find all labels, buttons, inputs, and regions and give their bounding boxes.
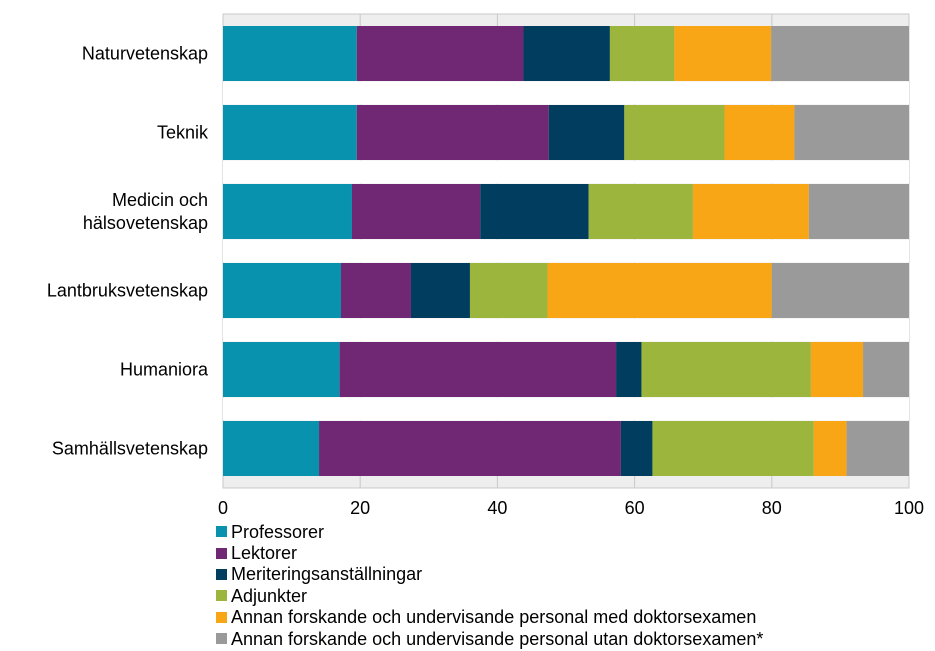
legend-swatch (216, 611, 227, 623)
x-tick-label: 40 (487, 498, 507, 518)
legend-item: Adjunkter (216, 585, 763, 606)
bar-segment (223, 421, 320, 476)
bar-segment (724, 105, 795, 160)
bar-segment (624, 105, 725, 160)
bar-segment (410, 263, 470, 318)
bar-segment (356, 26, 524, 81)
bar-segment (808, 184, 909, 239)
legend-item: Professorer (216, 521, 763, 542)
bar-segment (547, 263, 772, 318)
bar-segment (351, 184, 481, 239)
category-label: Naturvetenskap (82, 44, 208, 64)
bar-segment (794, 105, 909, 160)
category-label: Lantbruksvetenskap (47, 281, 208, 301)
bar-segment (771, 263, 909, 318)
bar-segment (771, 26, 909, 81)
legend-label: Meriteringsanställningar (231, 564, 423, 585)
bar-segment (548, 105, 625, 160)
legend-label: Professorer (231, 521, 325, 542)
bar-segment (588, 184, 693, 239)
x-tick-label: 60 (625, 498, 645, 518)
legend: Professorer Lektorer Meriteringsanställnin… (216, 521, 763, 649)
x-tick-label: 80 (762, 498, 782, 518)
category-labels: Naturvetenskap Teknik Medicin och hälsovete… (47, 44, 209, 459)
legend-swatch (216, 633, 227, 645)
legend-swatch (216, 568, 227, 580)
legend-swatch (216, 526, 227, 538)
bar-segment (846, 421, 909, 476)
bar-segment (523, 26, 610, 81)
legend-swatch (216, 590, 227, 602)
bar-segment (863, 342, 909, 397)
bar-segment (674, 26, 772, 81)
band-separator (223, 318, 909, 342)
legend-item: Meriteringsanställningar (216, 564, 763, 585)
x-tick-label: 20 (350, 498, 370, 518)
bar-segment (339, 342, 617, 397)
category-label: Medicin och (112, 190, 208, 210)
bar-segment (223, 263, 341, 318)
bar-segment (652, 421, 814, 476)
legend-swatch (216, 547, 227, 559)
category-bands (223, 81, 909, 421)
stacked-bar-chart: Naturvetenskap Teknik Medicin och hälsovete… (47, 13, 924, 518)
bar-segment (223, 184, 352, 239)
band-separator (223, 160, 909, 184)
band-separator (223, 397, 909, 421)
x-tick-labels: 0 20 40 60 80 100 (218, 498, 924, 518)
legend-item: Lektorer (216, 542, 763, 563)
bar-segment (469, 263, 548, 318)
bar-segment (692, 184, 809, 239)
legend-item: Annan forskande och undervisande persona… (216, 628, 763, 649)
legend-label: Lektorer (231, 543, 298, 564)
category-label: hälsovetenskap (83, 213, 208, 233)
bar-segment (641, 342, 811, 397)
band-separator (223, 81, 909, 105)
band-separator (223, 239, 909, 263)
bar-segment (616, 342, 642, 397)
bar-segment (223, 26, 357, 81)
x-tick-label: 0 (218, 498, 228, 518)
category-label: Teknik (157, 123, 209, 143)
legend-label: Annan forskande och undervisande persona… (231, 607, 757, 628)
bar-segment (340, 263, 411, 318)
bar-segment (810, 342, 864, 397)
legend-item: Annan forskande och undervisande persona… (216, 607, 763, 628)
legend-label: Annan forskande och undervisande persona… (231, 628, 764, 649)
category-label: Humaniora (120, 360, 209, 380)
bar-segment (609, 26, 675, 81)
bar-segment (319, 421, 621, 476)
bars (223, 26, 909, 476)
bar-segment (223, 105, 357, 160)
bar-segment (223, 342, 340, 397)
bar-segment (813, 421, 847, 476)
x-tick-label: 100 (894, 498, 924, 518)
bar-segment (620, 421, 653, 476)
category-label: Samhällsvetenskap (52, 439, 208, 459)
legend-label: Adjunkter (231, 585, 308, 606)
bar-segment (480, 184, 589, 239)
bar-segment (356, 105, 549, 160)
